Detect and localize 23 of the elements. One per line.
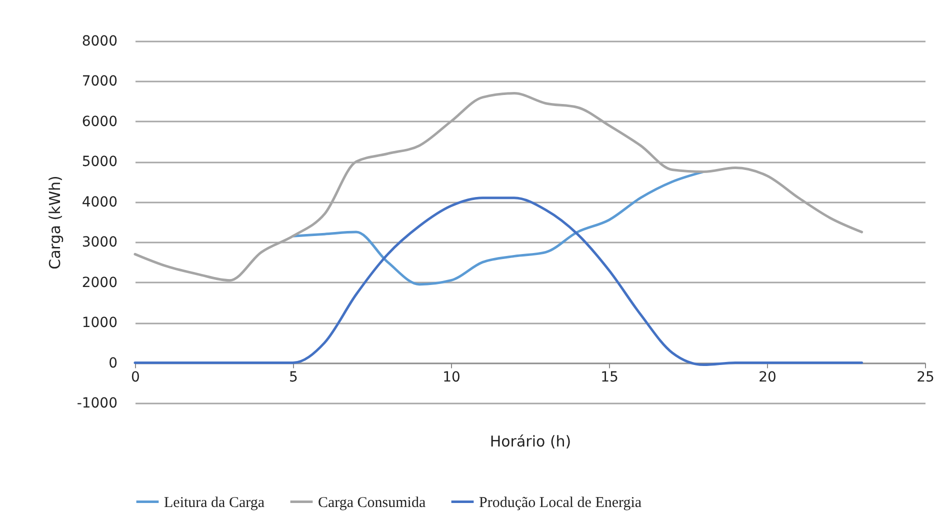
y-tick-label: 8000 [82, 34, 118, 50]
x-tick-label: 15 [600, 369, 618, 386]
y-tick-label: 3000 [82, 234, 118, 251]
y-tick-label: 4000 [82, 194, 118, 210]
legend-label: Leitura da Carga [164, 494, 265, 511]
y-tick-label: 1000 [82, 315, 118, 332]
x-tick-label: 0 [131, 369, 140, 386]
legend-label: Carga Consumida [318, 494, 426, 511]
line-series [134, 196, 864, 366]
y-tick-label: 7000 [82, 74, 118, 90]
x-axis-title: Horário (h) [490, 432, 572, 450]
y-axis-title: Carga (kWh) [46, 176, 64, 270]
legend-label: Produção Local de Energia [479, 494, 642, 511]
x-tick-label: 20 [758, 369, 776, 386]
x-tick-label: 5 [289, 369, 298, 386]
y-tick-label: 0 [108, 355, 118, 372]
line-series [292, 170, 706, 286]
y-tick-label: 6000 [82, 114, 118, 130]
y-tick-label: -1000 [76, 396, 118, 412]
y-tick-label: 2000 [82, 274, 118, 291]
x-tick-label: 25 [916, 369, 934, 386]
y-tick-label: 5000 [82, 154, 118, 170]
x-tick-label: 10 [442, 369, 460, 386]
